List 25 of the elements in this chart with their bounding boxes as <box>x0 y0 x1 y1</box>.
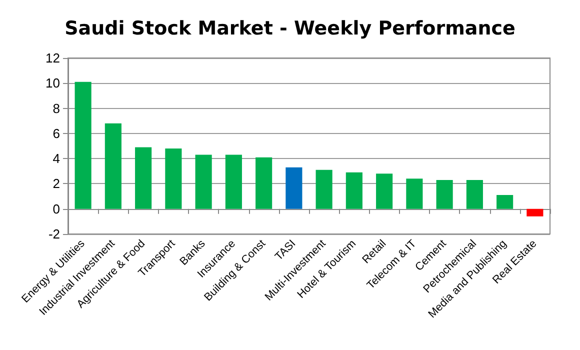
y-tick-label: 12 <box>46 50 60 66</box>
bar <box>195 154 212 209</box>
y-tick-label: 10 <box>46 76 60 91</box>
bar <box>526 208 544 216</box>
y-tick-label: 0 <box>52 201 60 216</box>
y-tick-label: 8 <box>52 100 60 116</box>
bar <box>496 195 514 209</box>
y-tick-label: -2 <box>48 226 60 242</box>
y-tick-label: 4 <box>52 151 60 166</box>
bar <box>316 170 332 209</box>
bar <box>406 178 423 209</box>
bar <box>346 172 362 209</box>
bar <box>225 154 242 209</box>
y-tick-label: 6 <box>52 126 60 141</box>
bar <box>286 167 302 209</box>
bar <box>256 157 272 209</box>
y-tick-label: 2 <box>52 176 60 192</box>
bar <box>376 174 393 209</box>
bar <box>74 82 92 209</box>
bar <box>165 148 182 209</box>
bar <box>104 123 122 209</box>
bar <box>135 147 152 209</box>
chart-title: Saudi Stock Market - Weekly Performance <box>64 18 516 40</box>
bar <box>436 180 453 209</box>
bar <box>466 180 483 209</box>
